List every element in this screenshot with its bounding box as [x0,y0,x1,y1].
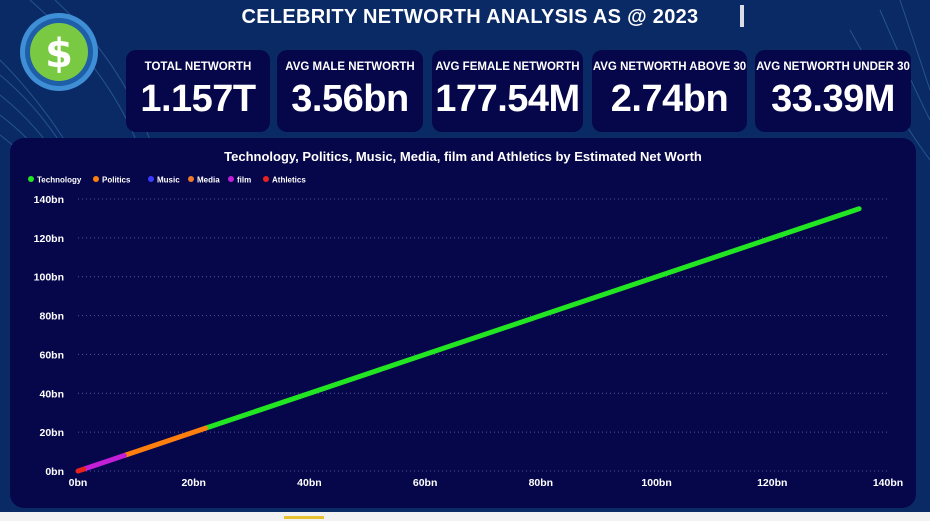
legend-label[interactable]: Politics [102,176,131,185]
kpi-label: TOTAL NETWORTH [144,61,252,73]
x-tick-label: 40bn [297,477,322,489]
kpi-label: AVG FEMALE NETWORTH [435,61,580,73]
legend-label[interactable]: Technology [37,176,82,185]
legend-label[interactable]: film [237,176,251,185]
kpi-value: 1.157T [140,78,256,120]
y-tick-label: 40bn [39,388,64,400]
kpi-value: 2.74bn [610,78,729,120]
page-tab-indicator[interactable] [284,516,324,519]
legend-label[interactable]: Media [197,176,220,185]
y-tick-label: 20bn [39,427,64,439]
series-line-athletics[interactable] [75,466,87,474]
legend-marker [93,176,99,182]
x-tick-label: 60bn [413,477,438,489]
series-line-technology[interactable] [202,206,862,431]
chart-legend: Technology Politics Music Media film Athletic… [28,176,306,185]
x-tick-label: 0bn [69,477,88,489]
y-tick-label: 60bn [39,349,64,361]
kpi-card-avg-female-networth: AVG FEMALE NETWORTH 177.54M [432,50,583,132]
kpi-label: AVG MALE NETWORTH [285,61,415,73]
kpi-value: 3.56bn [291,78,409,120]
kpi-label: AVG NETWORTH UNDER 30 [756,61,910,73]
title-divider [740,5,744,27]
kpi-value: 33.39M [771,78,895,120]
legend-label[interactable]: Athletics [272,176,306,185]
svg-text:$: $ [45,31,73,77]
x-tick-label: 80bn [529,477,554,489]
x-tick-label: 20bn [181,477,206,489]
kpi-value: 177.54M [435,78,580,120]
bottom-status-strip [0,512,930,521]
chart-series [75,206,862,474]
kpi-card-total-networth: TOTAL NETWORTH 1.157T [126,50,270,132]
legend-marker [228,176,234,182]
x-tick-label: 140bn [873,477,903,489]
kpi-label: AVG NETWORTH ABOVE 30 [592,61,747,73]
legend-marker [148,176,154,182]
y-tick-label: 0bn [45,466,64,478]
y-tick-label: 120bn [34,233,64,245]
legend-marker [263,176,269,182]
y-tick-label: 100bn [34,272,64,284]
chart-panel[interactable]: Technology, Politics, Music, Media, film… [10,138,916,508]
dollar-sign-icon: $ [19,12,99,92]
series-line-film[interactable] [81,453,127,472]
line-chart[interactable]: Technology, Politics, Music, Media, film… [10,138,916,508]
y-tick-label: 140bn [34,194,64,206]
chart-title: Technology, Politics, Music, Media, film… [224,149,702,164]
y-axis: 0bn 20bn 40bn 60bn 80bn 100bn 120bn 140bn [34,194,64,478]
chart-grid [78,198,888,472]
kpi-card-avg-male-networth: AVG MALE NETWORTH 3.56bn [277,50,423,132]
series-line-politics[interactable] [121,425,208,458]
kpi-card-avg-networth-under-30: AVG NETWORTH UNDER 30 33.39M [755,50,911,132]
legend-label[interactable]: Music [157,176,180,185]
x-tick-label: 120bn [757,477,787,489]
x-tick-label: 100bn [641,477,671,489]
kpi-card-avg-networth-above-30: AVG NETWORTH ABOVE 30 2.74bn [592,50,747,132]
y-tick-label: 80bn [39,311,64,323]
legend-marker [188,176,194,182]
page-title: CELEBRITY NETWORTH ANALYSIS AS @ 2023 [241,6,699,28]
legend-marker [28,176,34,182]
x-axis: 0bn 20bn 40bn 60bn 80bn 100bn 120bn 140bn [69,477,904,489]
